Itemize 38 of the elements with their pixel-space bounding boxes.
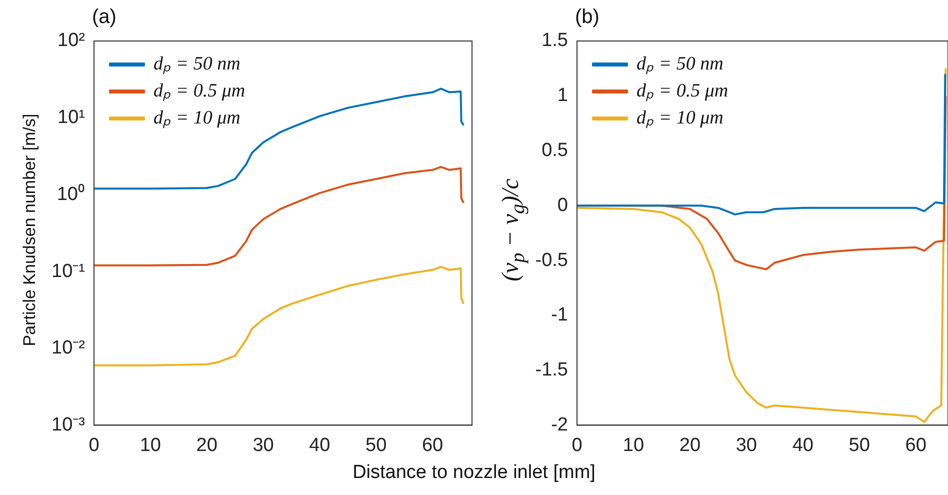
legend-label: dₚ = 10 μm [636, 108, 724, 128]
y-tick-label: -2 [551, 414, 568, 436]
y-tick-label: 10⁻² [52, 338, 85, 359]
legend-label: dₚ = 50 nm [154, 54, 240, 74]
y-tick-label: 10⁰ [56, 182, 85, 205]
y-tick-label: 10² [58, 30, 85, 52]
x-tick-label: 0 [88, 434, 100, 456]
y-tick-label: 10⁻³ [52, 414, 85, 436]
x-tick-label: 40 [309, 434, 330, 456]
y-tick-label: -1 [551, 304, 568, 326]
legend-label: dₚ = 0.5 μm [636, 80, 728, 102]
chart-title: (b) [575, 6, 600, 29]
y-tick-label: 1 [557, 85, 568, 106]
y-tick-label: 10¹ [58, 107, 85, 128]
legend-label: dₚ = 50 nm [636, 54, 724, 74]
x-tick-label: 0 [572, 434, 582, 456]
x-tick-label: 50 [848, 434, 870, 456]
y-tick-label: -0.5 [535, 250, 568, 271]
chart-title: (a) [92, 6, 116, 29]
x-tick-label: 20 [196, 434, 218, 456]
y-tick-label: 10⁻¹ [52, 260, 85, 282]
legend-label: dₚ = 10 μm [154, 108, 240, 128]
x-tick-label: 60 [905, 434, 926, 456]
x-tick-label: 50 [366, 434, 387, 456]
x-tick-label: 60 [422, 434, 444, 456]
y-axis-title: Particle Knudsen number [m/s] [20, 114, 40, 346]
y-tick-label: 0.5 [542, 140, 568, 162]
x-tick-label: 30 [736, 434, 757, 456]
y-tick-label: 0 [557, 194, 568, 216]
y-tick-label: 1.5 [542, 30, 568, 52]
x-tick-label: 30 [252, 434, 274, 456]
y-tick-label: -1.5 [535, 360, 568, 381]
x-tick-label: 10 [622, 434, 644, 456]
x-axis-title: Distance to nozzle inlet [mm] [352, 462, 596, 484]
legend-label: dₚ = 0.5 μm [154, 80, 246, 102]
x-tick-label: 10 [140, 434, 161, 456]
x-tick-label: 20 [679, 434, 701, 456]
x-tick-label: 40 [792, 434, 814, 456]
